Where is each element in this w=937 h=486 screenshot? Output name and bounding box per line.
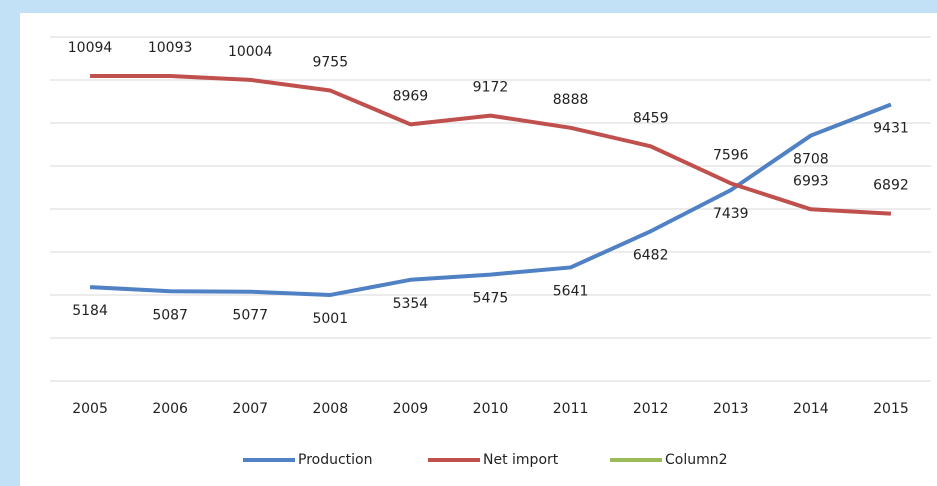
data-label: 10094 [68, 40, 113, 56]
legend-label: Net import [483, 452, 559, 468]
data-label: 8969 [393, 88, 429, 104]
data-label: 10004 [228, 44, 273, 60]
x-tick-label: 2014 [793, 401, 829, 417]
data-label: 9172 [473, 80, 509, 96]
data-label: 8708 [793, 152, 829, 168]
data-label: 5001 [312, 311, 348, 327]
x-tick-label: 2008 [312, 401, 348, 417]
data-label: 5184 [72, 303, 108, 319]
x-tick-label: 2009 [393, 401, 429, 417]
x-tick-label: 2010 [473, 401, 509, 417]
data-label: 10093 [148, 40, 193, 56]
x-tick-label: 2006 [152, 401, 188, 417]
data-label: 5077 [232, 308, 268, 324]
legend-label: Production [298, 452, 372, 468]
x-tick-label: 2012 [633, 401, 669, 417]
x-tick-label: 2005 [72, 401, 108, 417]
x-tick-label: 2015 [873, 401, 909, 417]
data-label: 7439 [713, 206, 749, 222]
x-tick-label: 2007 [232, 401, 268, 417]
data-label: 9755 [312, 55, 348, 71]
data-label: 5087 [152, 307, 188, 323]
data-label: 5354 [393, 296, 429, 312]
data-label: 6482 [633, 247, 669, 263]
series-line [90, 73, 892, 216]
series-line [89, 102, 892, 297]
data-label: 8888 [553, 92, 589, 108]
data-label: 8459 [633, 110, 669, 126]
data-label: 6993 [793, 173, 829, 189]
data-label: 5475 [473, 291, 509, 307]
data-label: 9431 [873, 120, 909, 136]
data-label: 7596 [713, 147, 749, 163]
x-tick-label: 2011 [553, 401, 589, 417]
chart-area [20, 13, 937, 486]
x-tick-label: 2013 [713, 401, 749, 417]
data-label: 6892 [873, 178, 909, 194]
data-label: 5641 [553, 283, 589, 299]
legend-label: Column2 [665, 452, 728, 468]
